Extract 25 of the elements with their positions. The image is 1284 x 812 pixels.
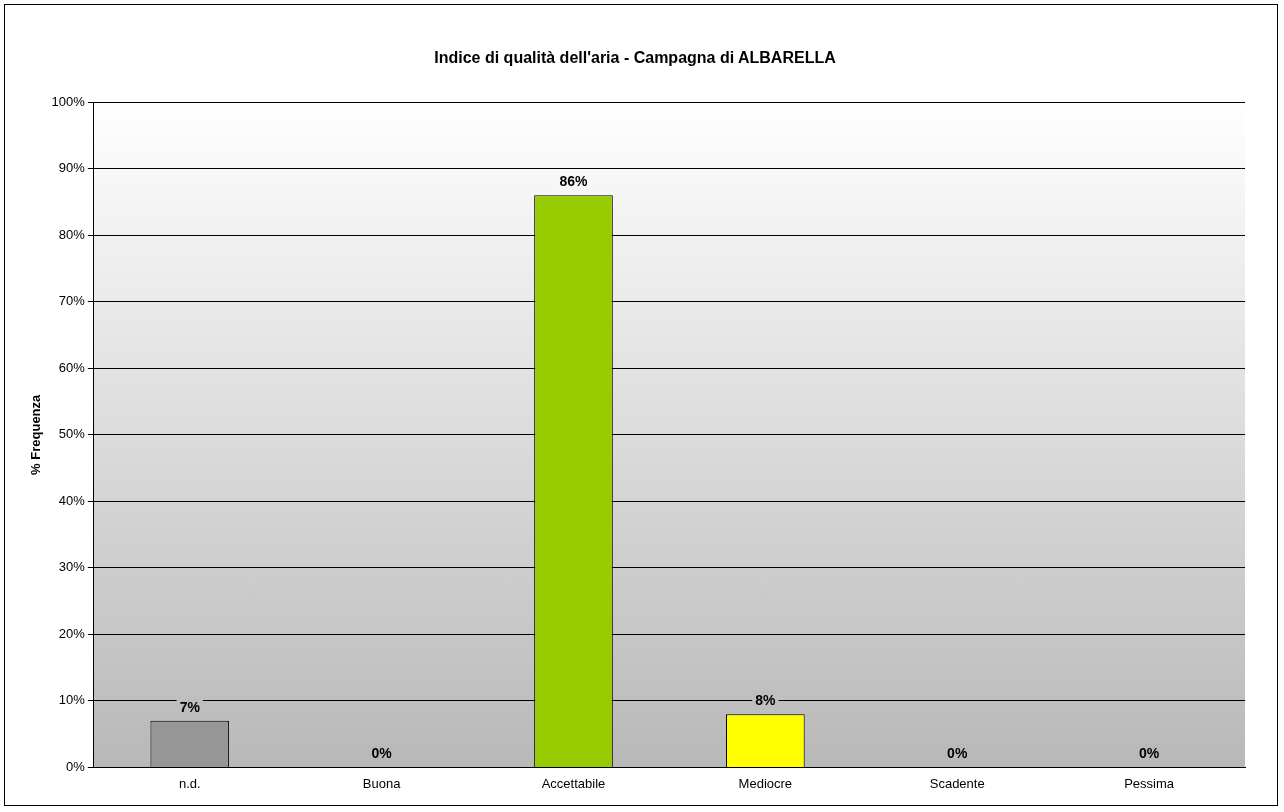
y-tick-label: 20% <box>58 625 86 641</box>
y-tick-label: 100% <box>51 93 86 109</box>
data-label: 8% <box>755 692 777 709</box>
data-label: 7% <box>179 698 201 715</box>
x-tick-label: Accettabile <box>541 775 606 791</box>
y-tick-label: 70% <box>58 293 86 309</box>
x-tick-label: Pessima <box>1124 775 1175 791</box>
y-tick-label: 30% <box>58 559 86 575</box>
y-axis-title: % Frequenza <box>28 393 44 475</box>
data-label: 0% <box>371 745 393 762</box>
y-tick-label: 50% <box>58 426 86 442</box>
y-tick-label: 0% <box>66 758 86 774</box>
x-tick-label: n.d. <box>178 775 201 791</box>
data-label: 0% <box>1138 745 1160 762</box>
y-tick-label: 90% <box>58 160 86 176</box>
y-tick-label: 60% <box>58 359 86 375</box>
chart-title: Indice di qualità dell'aria - Campagna di ALBARELLA <box>434 49 837 67</box>
x-tick-label: Scadente <box>929 775 985 791</box>
data-label: 0% <box>947 745 968 762</box>
x-tick-label: Buona <box>362 775 402 791</box>
y-tick-label: 40% <box>58 492 86 508</box>
y-tick-label: 80% <box>58 226 86 242</box>
x-tick-label: Mediocre <box>738 775 793 791</box>
y-tick-label: 10% <box>58 692 86 708</box>
data-label: 86% <box>559 173 589 190</box>
